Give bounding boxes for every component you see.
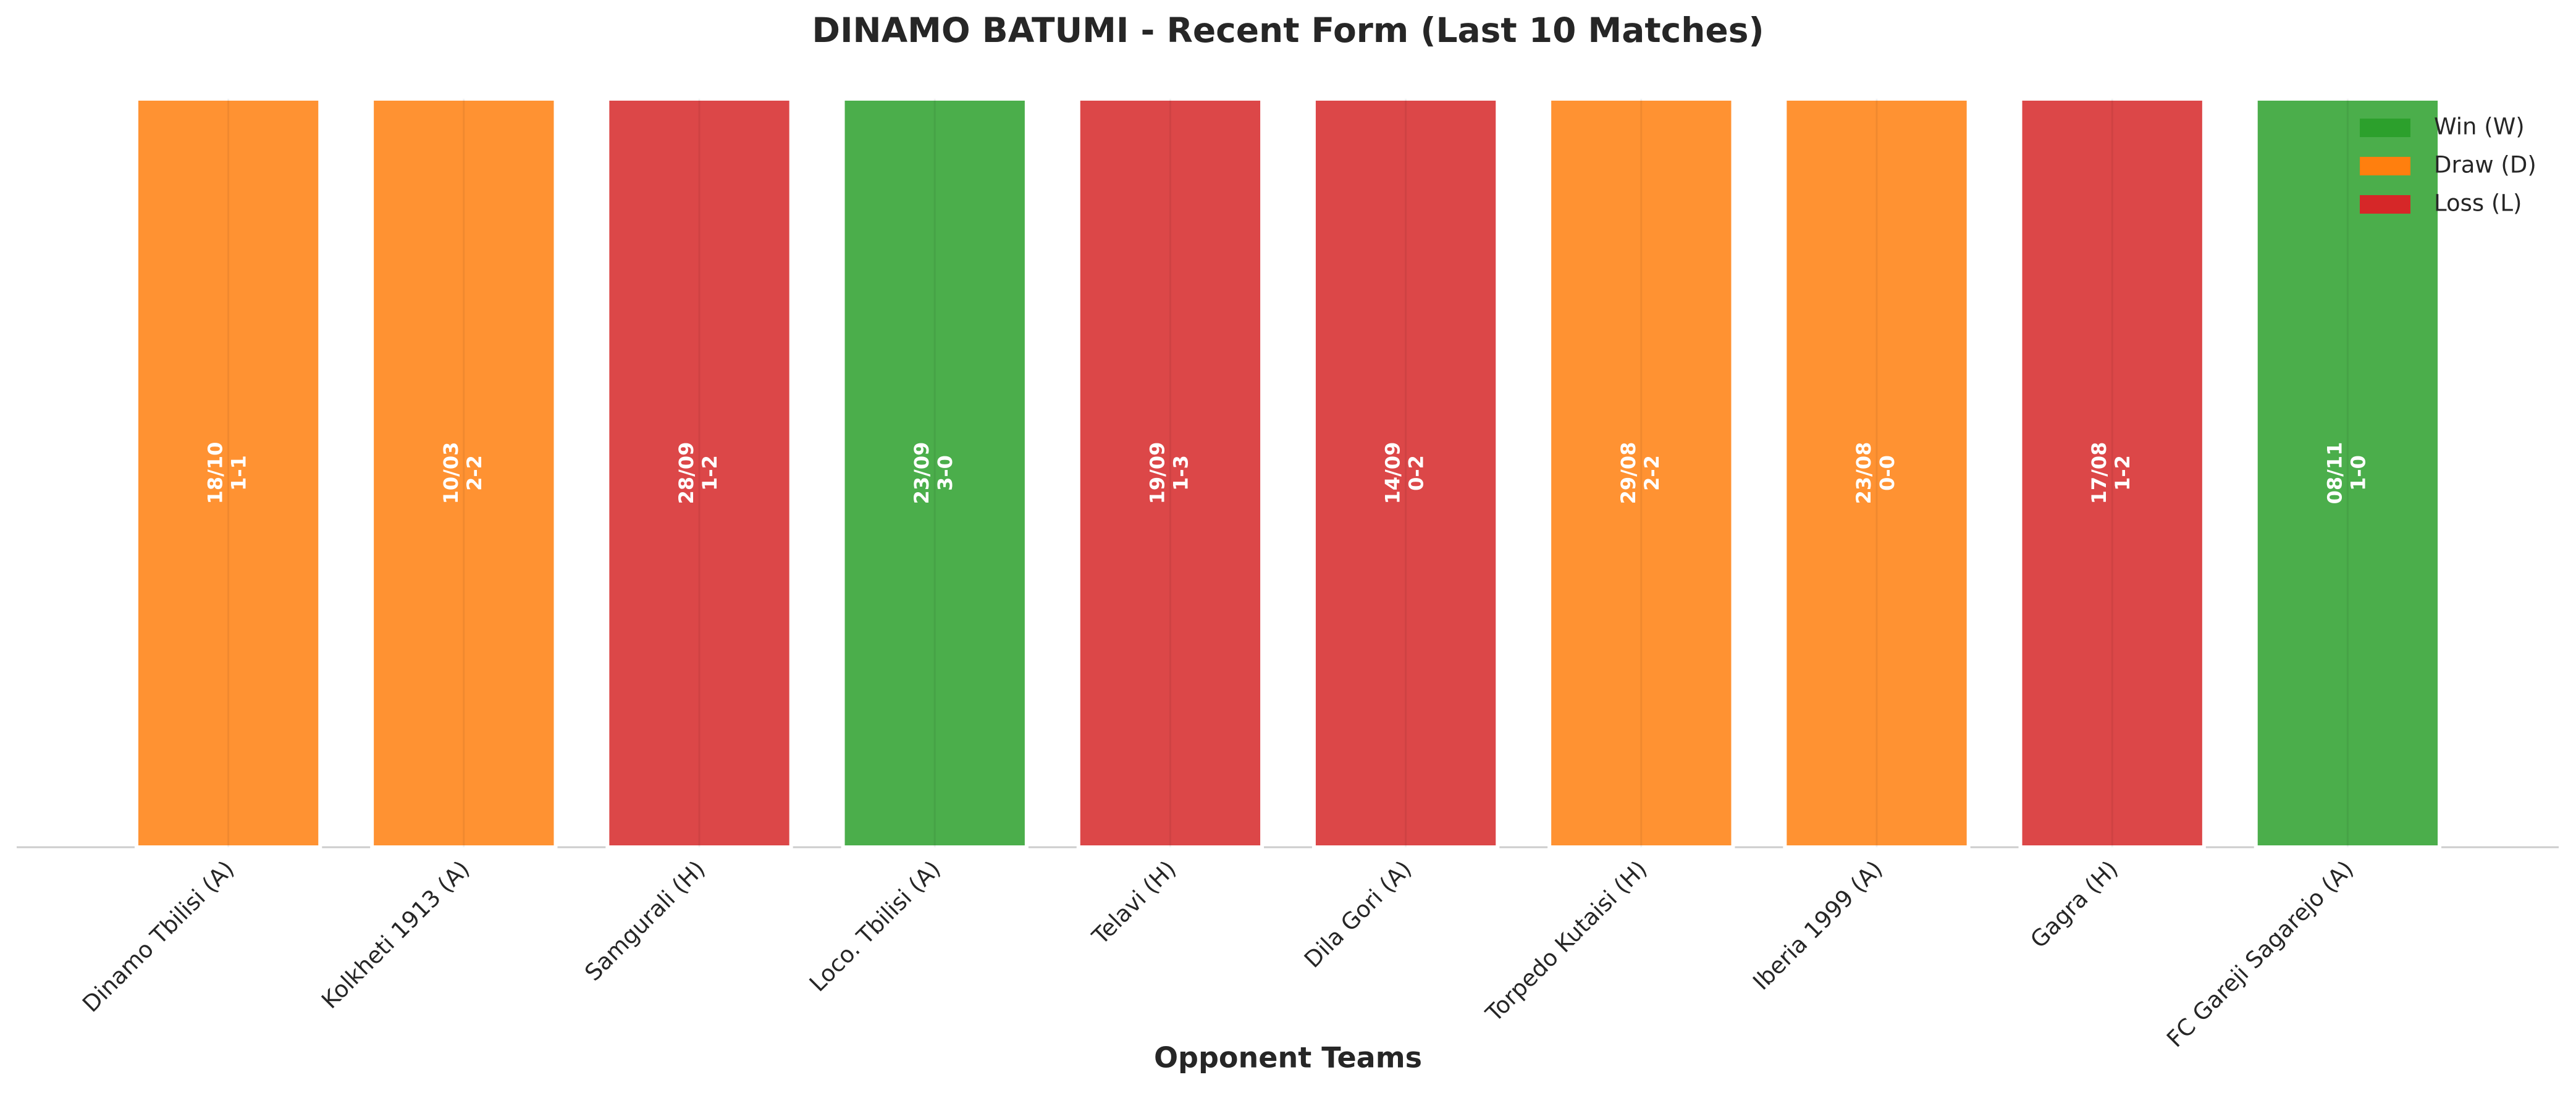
bar	[134, 97, 322, 849]
bar	[1547, 97, 1735, 849]
bar-date-label: 08/11	[2323, 442, 2346, 505]
bar	[605, 97, 793, 849]
x-tick-label: Dinamo Tbilisi (A)	[77, 855, 239, 1017]
legend-label: Loss (L)	[2434, 190, 2522, 217]
x-tick-label: Samgurali (H)	[579, 855, 710, 986]
bar-score-label: 2-2	[463, 455, 486, 491]
x-axis-label: Opponent Teams	[1154, 1041, 1422, 1074]
legend-label: Win (W)	[2434, 114, 2525, 140]
bar-date-label: 18/10	[204, 442, 227, 505]
bar-score-label: 1-0	[2346, 455, 2370, 491]
x-tick-label: Dila Gori (A)	[1299, 855, 1416, 973]
bar	[2018, 97, 2206, 849]
bar-date-label: 17/08	[2087, 442, 2111, 505]
legend-swatch	[2360, 195, 2410, 214]
bar-date-label: 23/09	[910, 442, 933, 505]
bar	[2254, 97, 2442, 849]
chart-title: DINAMO BATUMI - Recent Form (Last 10 Mat…	[812, 10, 1764, 50]
legend-swatch	[2360, 119, 2410, 137]
bar-score-label: 1-1	[227, 455, 251, 491]
bar-score-label: 2-2	[1640, 455, 1664, 491]
bar-date-label: 23/08	[1852, 442, 1875, 505]
bar	[841, 97, 1029, 849]
bar-date-label: 28/09	[675, 442, 698, 505]
x-tick-label: Telavi (H)	[1087, 855, 1181, 950]
bar-date-label: 29/08	[1617, 442, 1640, 505]
bar-score-label: 1-2	[2111, 455, 2134, 491]
legend-swatch	[2360, 157, 2410, 175]
bar-score-label: 0-0	[1875, 455, 1899, 491]
x-tick-label: Kolkheti 1913 (A)	[316, 855, 474, 1013]
bar-date-label: 10/03	[439, 442, 463, 505]
bar	[1783, 97, 1971, 849]
bar-score-label: 1-3	[1169, 455, 1192, 491]
bar	[370, 97, 558, 849]
bar-date-label: 14/09	[1381, 442, 1405, 505]
legend-label: Draw (D)	[2434, 152, 2536, 178]
bar-score-label: 1-2	[698, 455, 722, 491]
bar-date-label: 19/09	[1145, 442, 1169, 505]
bar	[1076, 97, 1265, 849]
x-tick-label: Torpedo Kutaisi (H)	[1480, 855, 1652, 1027]
bar	[1311, 97, 1500, 849]
bar-score-label: 3-0	[933, 455, 957, 491]
x-tick-label: Iberia 1999 (A)	[1748, 855, 1887, 995]
bar-score-label: 0-2	[1405, 455, 1428, 491]
x-tick-label: Loco. Tbilisi (A)	[804, 855, 946, 997]
x-tick-label: Gagra (H)	[2025, 855, 2123, 953]
x-tick-label: FC Gareji Sagarejo (A)	[2161, 855, 2359, 1052]
